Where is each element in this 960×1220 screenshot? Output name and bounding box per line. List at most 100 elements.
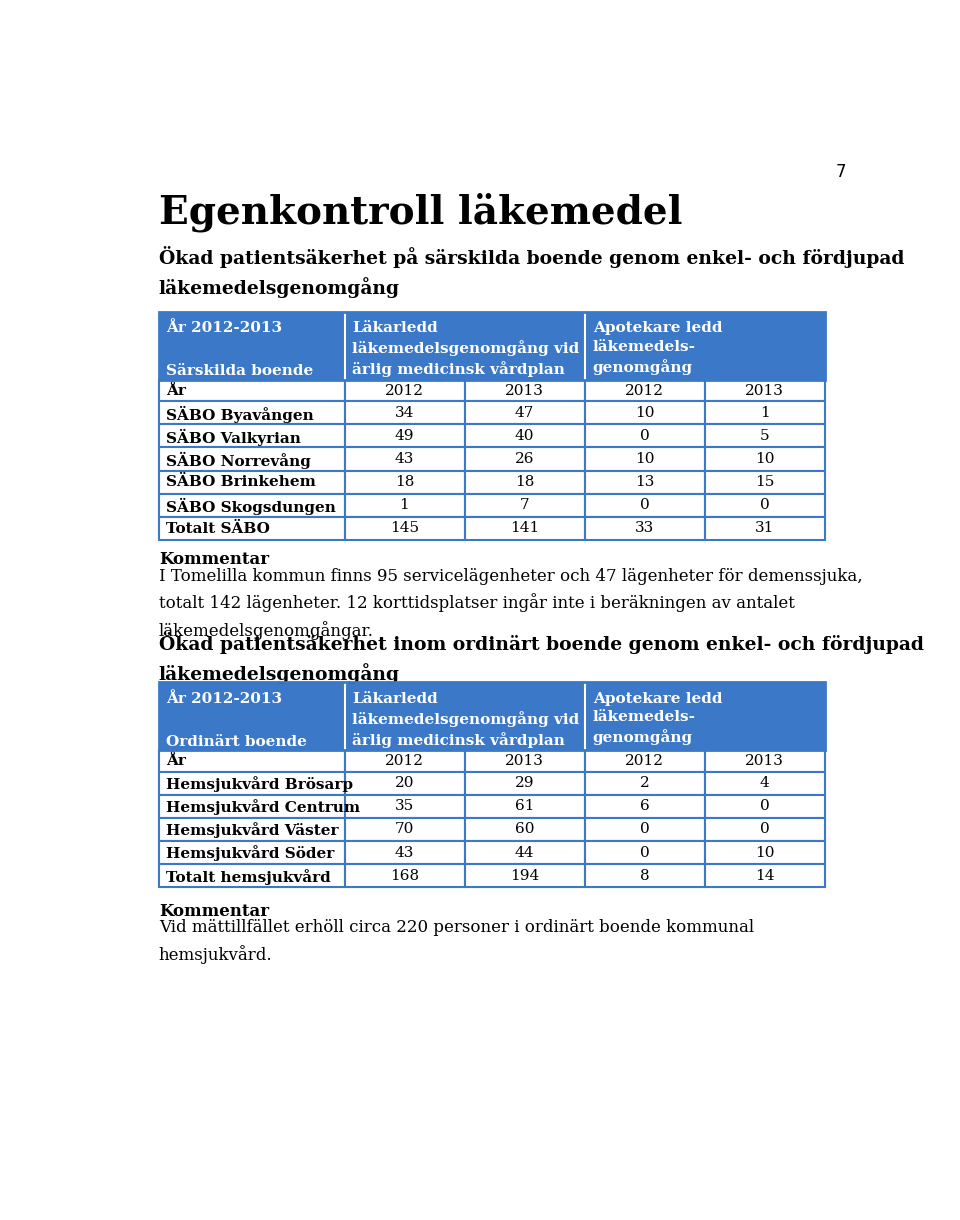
Bar bbox=[706, 448, 826, 471]
Text: Kommentar: Kommentar bbox=[158, 551, 269, 569]
Bar bbox=[706, 771, 826, 794]
Bar bbox=[345, 794, 465, 817]
Text: 1: 1 bbox=[399, 498, 409, 512]
Text: SÄBO Byavången: SÄBO Byavången bbox=[166, 406, 314, 423]
Bar bbox=[585, 841, 706, 864]
Text: Hemsjukvård Centrum: Hemsjukvård Centrum bbox=[166, 799, 361, 815]
Bar bbox=[465, 794, 585, 817]
Bar bbox=[158, 771, 345, 794]
Bar bbox=[465, 817, 585, 841]
Text: 2013: 2013 bbox=[505, 754, 544, 767]
Bar bbox=[585, 817, 706, 841]
Text: Egenkontroll läkemedel: Egenkontroll läkemedel bbox=[158, 193, 683, 232]
Bar bbox=[345, 517, 465, 540]
Bar bbox=[345, 312, 585, 379]
Bar bbox=[465, 750, 585, 771]
Bar bbox=[706, 794, 826, 817]
Bar bbox=[585, 771, 706, 794]
Text: 15: 15 bbox=[756, 476, 775, 489]
Text: Apotekare ledd
läkemedels-
genomgång: Apotekare ledd läkemedels- genomgång bbox=[592, 692, 722, 745]
Bar bbox=[706, 841, 826, 864]
Bar bbox=[345, 448, 465, 471]
Bar bbox=[345, 682, 585, 750]
Bar bbox=[585, 471, 706, 494]
Bar bbox=[706, 471, 826, 494]
Bar bbox=[158, 864, 345, 887]
Text: 2012: 2012 bbox=[625, 754, 664, 767]
Text: 13: 13 bbox=[635, 476, 655, 489]
Text: 2013: 2013 bbox=[505, 383, 544, 398]
Bar bbox=[585, 494, 706, 517]
Bar bbox=[585, 425, 706, 448]
Text: 10: 10 bbox=[756, 845, 775, 860]
Bar bbox=[465, 517, 585, 540]
Text: 0: 0 bbox=[760, 822, 770, 837]
Text: SÄBO Skogsdungen: SÄBO Skogsdungen bbox=[166, 498, 336, 515]
Text: SÄBO Valkyrian: SÄBO Valkyrian bbox=[166, 429, 301, 447]
Text: 44: 44 bbox=[515, 845, 535, 860]
Bar bbox=[585, 864, 706, 887]
Text: 26: 26 bbox=[515, 453, 535, 466]
Bar bbox=[345, 817, 465, 841]
Text: Hemsjukvård Söder: Hemsjukvård Söder bbox=[166, 845, 335, 861]
Bar bbox=[706, 517, 826, 540]
Text: År 2012-2013: År 2012-2013 bbox=[166, 321, 282, 336]
Text: SÄBO Brinkehem: SÄBO Brinkehem bbox=[166, 476, 317, 489]
Bar bbox=[345, 379, 465, 401]
Bar bbox=[465, 494, 585, 517]
Bar bbox=[465, 448, 585, 471]
Bar bbox=[585, 750, 706, 771]
Text: 43: 43 bbox=[395, 845, 414, 860]
Text: 7: 7 bbox=[835, 163, 846, 182]
Text: 18: 18 bbox=[515, 476, 534, 489]
Text: 34: 34 bbox=[395, 406, 414, 420]
Bar bbox=[345, 750, 465, 771]
Bar bbox=[158, 471, 345, 494]
Text: 0: 0 bbox=[639, 845, 650, 860]
Text: 61: 61 bbox=[515, 799, 535, 814]
Bar bbox=[158, 425, 345, 448]
Text: Vid mättillfället erhöll circa 220 personer i ordinärt boende kommunal
hemsjukvå: Vid mättillfället erhöll circa 220 perso… bbox=[158, 920, 754, 964]
Text: 168: 168 bbox=[390, 869, 419, 882]
Text: 141: 141 bbox=[510, 521, 540, 536]
Text: 49: 49 bbox=[395, 429, 414, 443]
Bar bbox=[585, 448, 706, 471]
Text: 2012: 2012 bbox=[385, 754, 424, 767]
Bar bbox=[345, 494, 465, 517]
Bar bbox=[158, 401, 345, 425]
Text: Totalt hemsjukvård: Totalt hemsjukvård bbox=[166, 869, 331, 884]
Bar bbox=[345, 425, 465, 448]
Bar bbox=[158, 682, 826, 750]
Text: 2: 2 bbox=[639, 776, 650, 791]
Text: 2012: 2012 bbox=[385, 383, 424, 398]
Bar bbox=[465, 771, 585, 794]
Bar bbox=[345, 401, 465, 425]
Bar bbox=[345, 864, 465, 887]
Bar bbox=[585, 517, 706, 540]
Bar bbox=[465, 379, 585, 401]
Bar bbox=[158, 448, 345, 471]
Bar bbox=[158, 750, 345, 771]
Text: 0: 0 bbox=[760, 498, 770, 512]
Bar bbox=[706, 817, 826, 841]
Text: 29: 29 bbox=[515, 776, 535, 791]
Text: Ökad patientsäkerhet inom ordinärt boende genom enkel- och fördjupad
läkemedelsg: Ökad patientsäkerhet inom ordinärt boend… bbox=[158, 632, 924, 683]
Bar bbox=[585, 312, 826, 379]
Bar bbox=[465, 425, 585, 448]
Bar bbox=[585, 401, 706, 425]
Text: 35: 35 bbox=[395, 799, 414, 814]
Bar bbox=[706, 494, 826, 517]
Bar bbox=[706, 401, 826, 425]
Text: 43: 43 bbox=[395, 453, 414, 466]
Bar bbox=[158, 841, 345, 864]
Bar bbox=[158, 817, 345, 841]
Text: 194: 194 bbox=[510, 869, 540, 882]
Text: I Tomelilla kommun finns 95 servicelägenheter och 47 lägenheter för demenssjuka,: I Tomelilla kommun finns 95 servicelägen… bbox=[158, 569, 862, 639]
Text: Kommentar: Kommentar bbox=[158, 903, 269, 920]
Text: Läkarledd
läkemedelsgenomgång vid
ärlig medicinsk vårdplan: Läkarledd läkemedelsgenomgång vid ärlig … bbox=[352, 321, 580, 377]
Bar bbox=[158, 494, 345, 517]
Text: 40: 40 bbox=[515, 429, 535, 443]
Bar bbox=[158, 517, 345, 540]
Text: Apotekare ledd
läkemedels-
genomgång: Apotekare ledd läkemedels- genomgång bbox=[592, 321, 722, 375]
Text: År: År bbox=[166, 383, 186, 398]
